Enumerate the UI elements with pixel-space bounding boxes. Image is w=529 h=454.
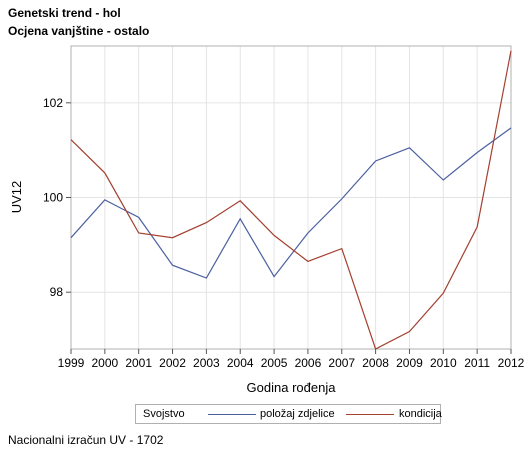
x-tick-label: 1999 xyxy=(58,356,85,370)
y-tick-label: 102 xyxy=(43,96,63,110)
x-tick-label: 2009 xyxy=(396,356,423,370)
x-tick-label: 2010 xyxy=(430,356,457,370)
x-tick-label: 2000 xyxy=(91,356,118,370)
legend-label-series-1: položaj zdjelice xyxy=(260,408,335,420)
grid-lines xyxy=(70,46,512,349)
x-tick-label: 2008 xyxy=(362,356,389,370)
x-tick-label: 2003 xyxy=(193,356,220,370)
x-tick-label: 2005 xyxy=(261,356,288,370)
legend-title: Svojstvo xyxy=(143,408,185,420)
series-line-1 xyxy=(70,127,512,279)
y-tick-label: 98 xyxy=(50,285,64,299)
y-tick-label: 100 xyxy=(43,191,63,205)
line-chart: 1999 2000 2001 2002 2003 2004 2005 2006 2007 2008… xyxy=(9,45,525,395)
x-tick-label: 2004 xyxy=(227,356,254,370)
legend-swatch-series-1 xyxy=(208,414,256,415)
legend-label-series-2: kondicija xyxy=(399,408,442,420)
x-axis-title: Godina rođenja xyxy=(247,380,337,395)
legend-swatch-series-2 xyxy=(346,414,394,415)
x-tick-label: 2007 xyxy=(328,356,355,370)
y-axis: 98 100 102 xyxy=(43,96,71,299)
y-axis-title: UV12 xyxy=(9,181,24,214)
series-lines xyxy=(70,50,512,350)
series-line-2 xyxy=(70,50,512,350)
x-tick-label: 2002 xyxy=(159,356,186,370)
x-tick-label: 2011 xyxy=(464,356,490,370)
x-tick-label: 2012 xyxy=(498,356,525,370)
chart-title: Genetski trend - hol xyxy=(8,6,121,20)
x-tick-label: 2006 xyxy=(295,356,322,370)
footnote: Nacionalni izračun UV - 1702 xyxy=(8,433,164,447)
x-tick-label: 2001 xyxy=(125,356,152,370)
chart-subtitle: Ocjena vanjštine - ostalo xyxy=(8,24,150,38)
x-axis: 1999 2000 2001 2002 2003 2004 2005 2006 2007 2008… xyxy=(58,349,525,370)
legend: Svojstvo položaj zdjelice kondicija xyxy=(135,404,442,424)
